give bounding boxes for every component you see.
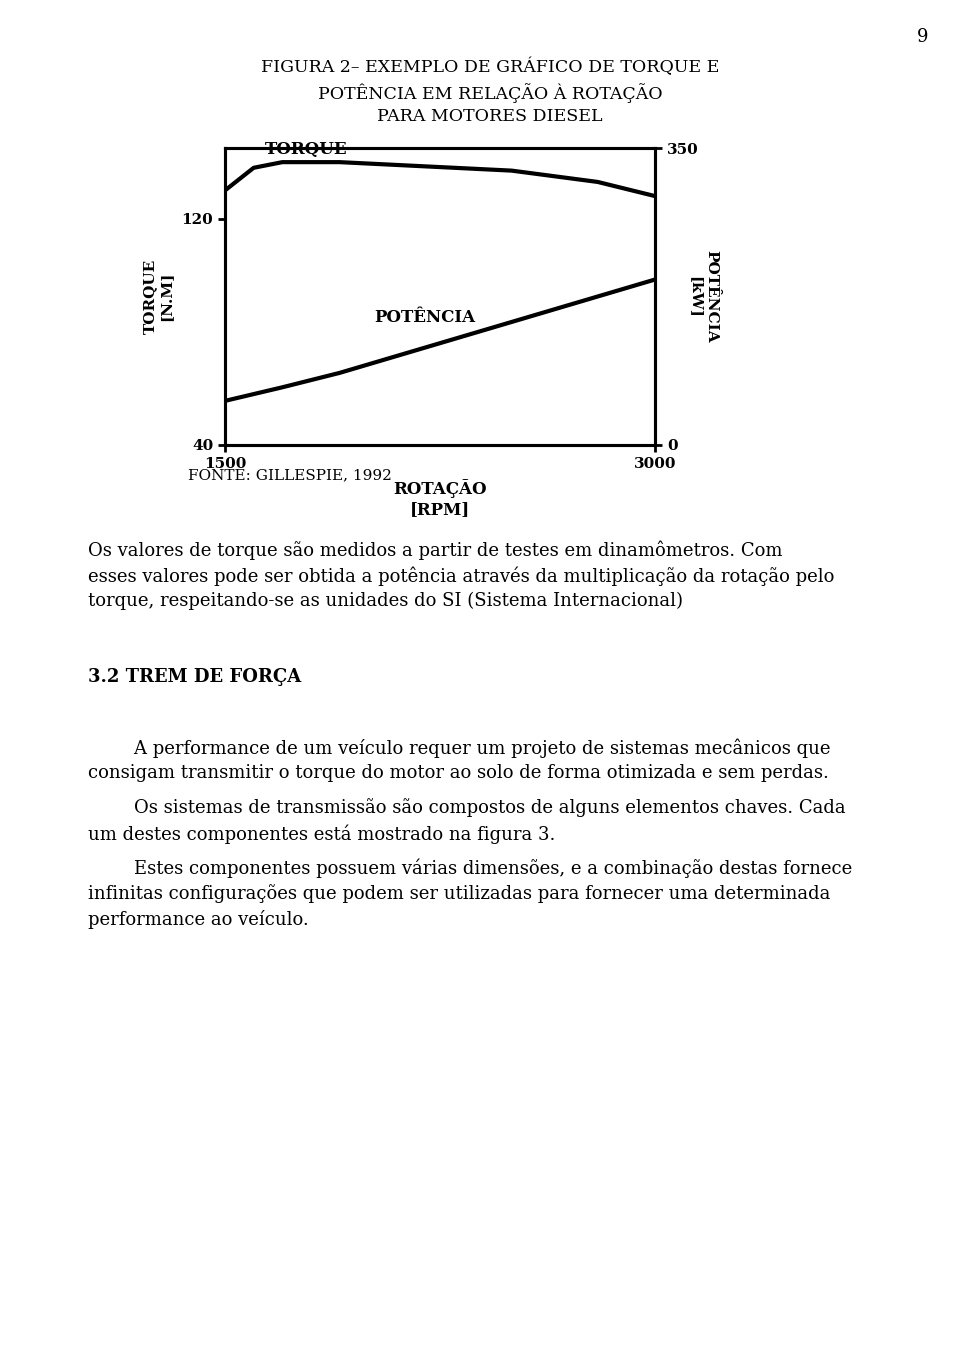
Text: POTÊNCIA: POTÊNCIA — [374, 309, 475, 326]
Y-axis label: POTÊNCIA
[kW]: POTÊNCIA [kW] — [687, 250, 718, 343]
Text: 3.2 TREM DE FORÇA: 3.2 TREM DE FORÇA — [88, 668, 301, 687]
Text: FONTE: GILLESPIE, 1992: FONTE: GILLESPIE, 1992 — [188, 468, 392, 482]
Text: Estes componentes possuem várias dimensões, e a combinação destas fornece: Estes componentes possuem várias dimensõ… — [88, 858, 852, 878]
Text: performance ao veículo.: performance ao veículo. — [88, 911, 309, 930]
Text: esses valores pode ser obtida a potência através da multiplicação da rotação pel: esses valores pode ser obtida a potência… — [88, 566, 834, 585]
Text: PARA MOTORES DIESEL: PARA MOTORES DIESEL — [377, 109, 603, 125]
Text: um destes componentes está mostrado na figura 3.: um destes componentes está mostrado na f… — [88, 824, 556, 844]
Text: Os sistemas de transmissão são compostos de alguns elementos chaves. Cada: Os sistemas de transmissão são compostos… — [88, 798, 846, 817]
Y-axis label: TORQUE
[N.M]: TORQUE [N.M] — [143, 259, 173, 334]
Text: infinitas configurações que podem ser utilizadas para fornecer uma determinada: infinitas configurações que podem ser ut… — [88, 883, 830, 902]
Text: FIGURA 2– EXEMPLO DE GRÁFICO DE TORQUE E: FIGURA 2– EXEMPLO DE GRÁFICO DE TORQUE E — [261, 58, 719, 76]
Text: torque, respeitando-se as unidades do SI (Sistema Internacional): torque, respeitando-se as unidades do SI… — [88, 592, 683, 611]
X-axis label: ROTAÇÃO
[RPM]: ROTAÇÃO [RPM] — [394, 479, 487, 518]
Text: consigam transmitir o torque do motor ao solo de forma otimizada e sem perdas.: consigam transmitir o torque do motor ao… — [88, 764, 828, 782]
Text: POTÊNCIA EM RELAÇÃO À ROTAÇÃO: POTÊNCIA EM RELAÇÃO À ROTAÇÃO — [318, 83, 662, 103]
Text: 9: 9 — [917, 28, 928, 46]
Text: Os valores de torque são medidos a partir de testes em dinamômetros. Com: Os valores de torque são medidos a parti… — [88, 540, 782, 559]
Text: A performance de um veículo requer um projeto de sistemas mecânicos que: A performance de um veículo requer um pr… — [88, 738, 830, 757]
Text: TORQUE: TORQUE — [265, 141, 348, 157]
